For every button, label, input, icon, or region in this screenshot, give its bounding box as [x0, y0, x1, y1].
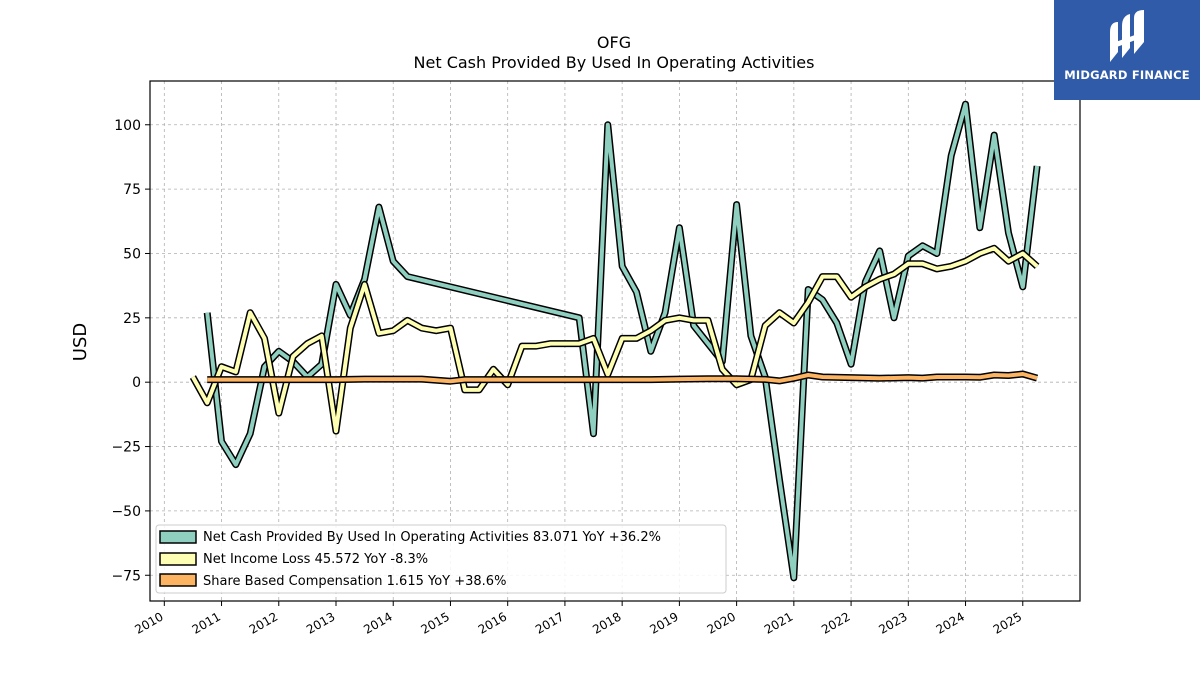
x-tick-label: 2013	[304, 609, 337, 636]
x-tick-label: 2014	[361, 609, 394, 636]
legend-swatch	[159, 530, 197, 544]
legend-box	[155, 524, 727, 594]
x-tick-label: 2024	[934, 609, 967, 636]
y-tick-label: −25	[111, 440, 141, 456]
x-tick-label: 2018	[590, 609, 623, 636]
legend-label: Share Based Compensation 1.615 YoY +38.6…	[203, 574, 506, 589]
series-lines	[189, 100, 1041, 582]
x-tick-label: 2011	[190, 609, 223, 636]
y-tick-label: 0	[132, 375, 141, 391]
chart-title: OFG	[597, 33, 631, 52]
y-tick-label: 100	[114, 118, 141, 134]
plot-frame	[149, 80, 1081, 602]
x-tick-label: 2023	[876, 609, 909, 636]
chart-subtitle: Net Cash Provided By Used In Operating A…	[414, 53, 815, 72]
y-tick-label: −75	[111, 568, 141, 584]
logo-mark-icon	[1110, 10, 1144, 62]
x-tick-label: 2019	[647, 609, 680, 636]
x-tick-label: 2021	[762, 609, 795, 636]
legend-item: Net Income Loss 45.572 YoY -8.3%	[159, 552, 428, 567]
y-axis-label: USD	[70, 323, 91, 361]
logo-text: MIDGARD FINANCE	[1064, 68, 1190, 82]
legend-item: Share Based Compensation 1.615 YoY +38.6…	[159, 573, 506, 589]
x-tick-label: 2022	[819, 609, 852, 636]
x-tick-label: 2010	[132, 609, 165, 636]
x-tick-label: 2015	[419, 609, 452, 636]
legend-swatch	[159, 552, 197, 566]
y-tick-label: −50	[111, 504, 141, 520]
y-tick-label: 25	[123, 311, 141, 327]
x-tick-label: 2016	[476, 609, 509, 636]
series-line-2	[191, 246, 1039, 434]
legend: Net Cash Provided By Used In Operating A…	[155, 524, 727, 594]
grid	[150, 81, 1080, 601]
legend-label: Net Income Loss 45.572 YoY -8.3%	[203, 552, 428, 567]
y-tick-label: 75	[123, 182, 141, 198]
x-tick-label: 2017	[533, 609, 566, 636]
legend-label: Net Cash Provided By Used In Operating A…	[203, 530, 661, 545]
x-tick-label: 2025	[991, 609, 1024, 636]
x-tick-label: 2020	[705, 609, 738, 636]
legend-item: Net Cash Provided By Used In Operating A…	[159, 530, 661, 545]
series-outline-2	[189, 244, 1040, 435]
brand-logo: MIDGARD FINANCE	[1054, 0, 1200, 100]
y-tick-label: 50	[123, 246, 141, 262]
legend-swatch	[159, 573, 197, 587]
series-line-1	[205, 102, 1040, 580]
series-line-3	[207, 372, 1038, 384]
x-tick-label: 2012	[247, 609, 280, 636]
